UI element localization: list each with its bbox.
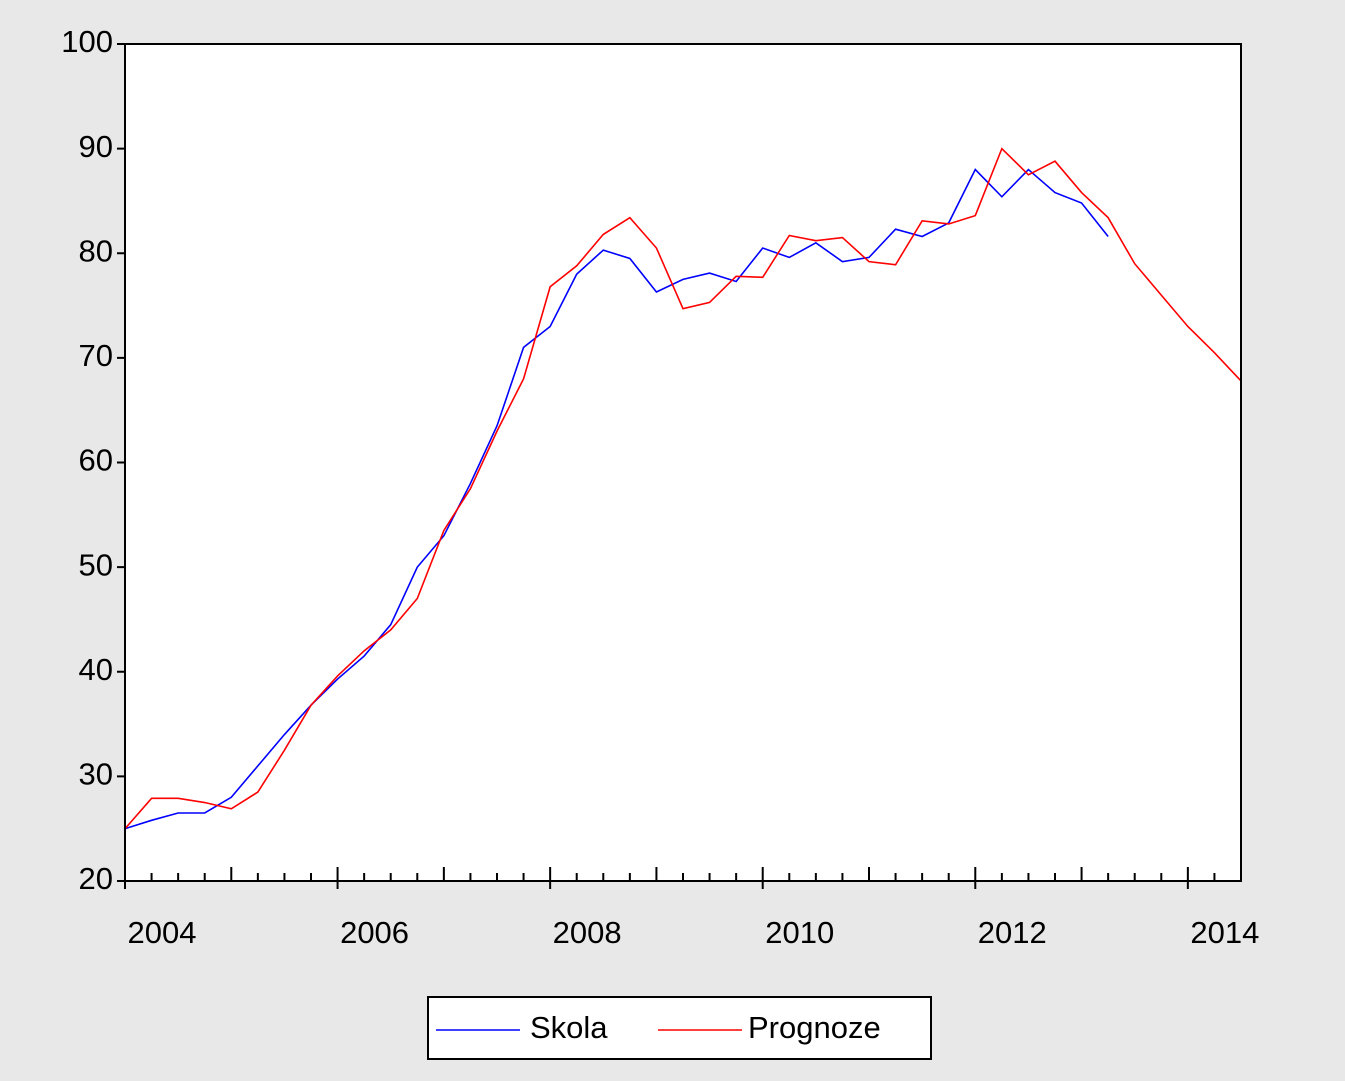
legend-box [427,996,932,1060]
x-tick-label: 2006 [340,915,409,950]
plot-frame [124,43,1242,882]
x-tick-label: 2010 [765,915,834,950]
y-tick-label: 70 [79,338,113,373]
legend-label: Skola [530,1010,608,1045]
y-tick-label: 100 [61,24,113,59]
y-tick-label: 30 [79,757,113,792]
y-tick-label: 40 [79,652,113,687]
legend-label: Prognoze [748,1010,881,1045]
series-line [124,147,1242,830]
y-tick-label: 90 [79,129,113,164]
series-line [124,168,1109,830]
y-tick-label: 50 [79,547,113,582]
plot-area [125,44,1241,881]
x-tick-label: 2008 [553,915,622,950]
x-tick-label: 2014 [1190,915,1259,950]
y-tick-label: 80 [79,233,113,268]
y-tick-label: 20 [79,861,113,896]
legend: Skola Prognoze [427,996,932,1060]
x-tick-label: 2004 [128,915,197,950]
y-tick-label: 60 [79,443,113,478]
x-tick-label: 2012 [978,915,1047,950]
